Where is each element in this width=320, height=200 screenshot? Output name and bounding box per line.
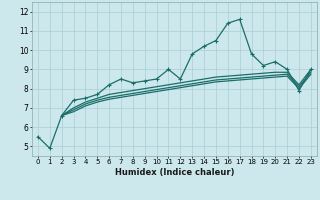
X-axis label: Humidex (Indice chaleur): Humidex (Indice chaleur) <box>115 168 234 177</box>
